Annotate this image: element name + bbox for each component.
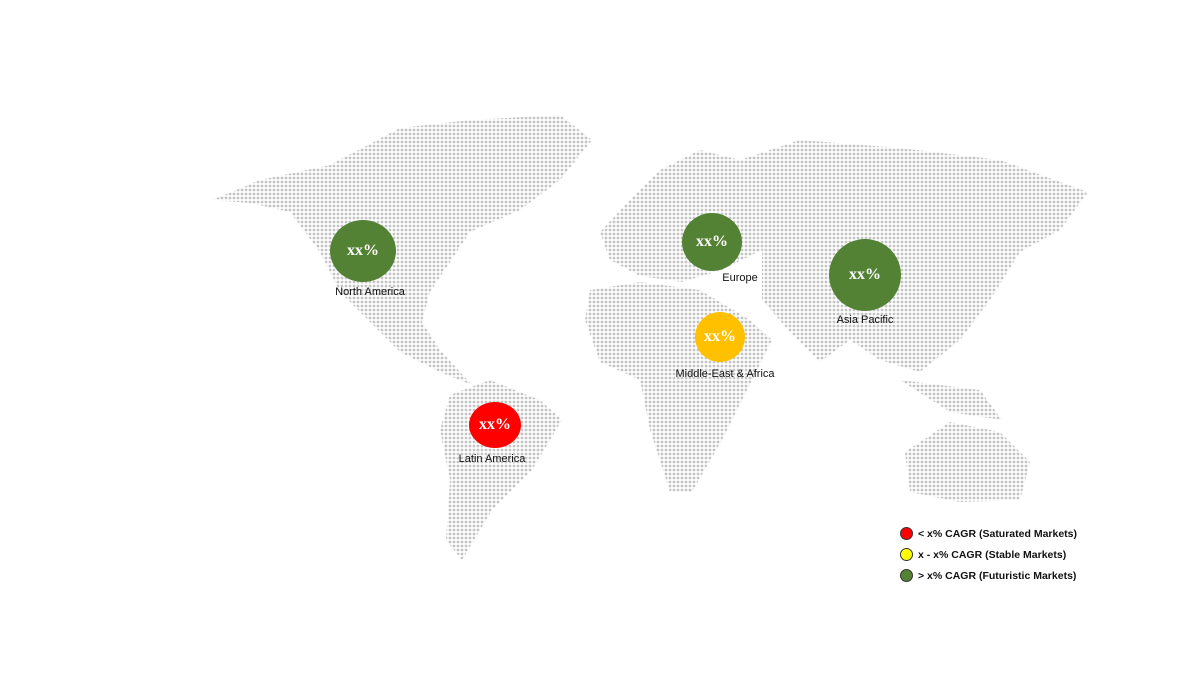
- yellow-dot-icon: [900, 548, 913, 561]
- continent-africa: [585, 282, 772, 492]
- bubble-north-america: xx%: [330, 220, 396, 282]
- label-north-america: North America: [335, 286, 405, 298]
- label-latin-america: Latin America: [458, 453, 526, 465]
- islands-southeast-asia: [900, 380, 1002, 420]
- continent-australia: [905, 422, 1030, 502]
- green-dot-icon: [900, 569, 913, 582]
- bubble-asia-pacific: xx%: [829, 239, 901, 311]
- legend: < x% CAGR (Saturated Markets) x - x% CAG…: [900, 523, 1077, 586]
- continent-north-america: [212, 115, 592, 385]
- continent-europe: [600, 150, 762, 282]
- bubble-middle-east-africa: xx%: [695, 312, 745, 362]
- legend-item-stable: x - x% CAGR (Stable Markets): [900, 544, 1077, 565]
- label-asia-pacific: Asia Pacific: [836, 314, 894, 326]
- legend-item-futuristic: > x% CAGR (Futuristic Markets): [900, 565, 1077, 586]
- red-dot-icon: [900, 527, 913, 540]
- bubble-europe: xx%: [682, 213, 742, 271]
- continent-asia: [740, 140, 1088, 372]
- label-middle-east-africa: Middle-East & Africa: [675, 368, 775, 380]
- legend-item-saturated: < x% CAGR (Saturated Markets): [900, 523, 1077, 544]
- bubble-latin-america: xx%: [469, 402, 521, 448]
- label-europe: Europe: [722, 272, 758, 284]
